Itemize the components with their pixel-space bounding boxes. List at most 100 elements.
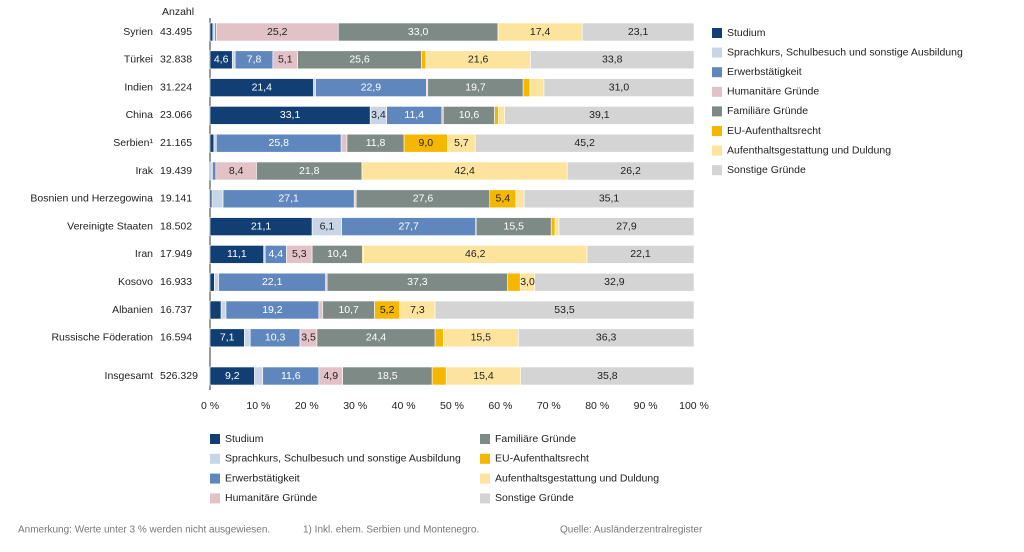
value-label: 19,2 [262, 304, 283, 316]
value-label: 10,3 [265, 332, 286, 344]
x-tick-label: 60 % [488, 400, 512, 412]
value-label: 31,0 [609, 81, 630, 93]
value-label: 25,8 [269, 137, 290, 149]
category-count: 32.838 [160, 54, 192, 66]
legend-swatch [210, 454, 220, 464]
value-label: 6,1 [320, 220, 335, 232]
value-label: 32,9 [604, 276, 625, 288]
value-label: 3,0 [520, 276, 535, 288]
value-label: 27,1 [278, 193, 299, 205]
value-label: 11,1 [227, 248, 247, 260]
value-label: 42,4 [454, 165, 475, 177]
category-label: Insgesamt [105, 370, 154, 382]
count-header: Anzahl [162, 6, 194, 18]
category-label: Albanien [112, 304, 153, 316]
value-label: 15,4 [473, 370, 494, 382]
legend-swatch [712, 106, 722, 116]
bar-segment [435, 329, 443, 347]
value-label: 25,2 [267, 26, 288, 38]
value-label: 7,8 [247, 54, 262, 66]
value-label: 17,4 [530, 26, 551, 38]
bar-segment [523, 79, 530, 97]
x-tick-label: 0 % [201, 400, 219, 412]
bar-segment [319, 301, 323, 319]
category-count: 18.502 [160, 220, 192, 232]
category-label: Serbien¹ [113, 137, 153, 149]
legend-label: Erwerbstätigkeit [727, 66, 802, 78]
value-label: 46,2 [465, 248, 486, 260]
legend-swatch [712, 87, 722, 97]
x-tick-label: 50 % [440, 400, 464, 412]
value-label: 5,4 [496, 193, 511, 205]
legend-swatch [210, 434, 220, 444]
value-label: 4,9 [323, 370, 338, 382]
category-label: Russische Föderation [51, 332, 153, 344]
value-label: 25,6 [349, 54, 370, 66]
value-label: 22,1 [630, 248, 651, 260]
bar-segment [508, 273, 521, 291]
legend-swatch [480, 454, 490, 464]
value-label: 22,9 [361, 81, 382, 93]
legend-label: Humanitäre Gründe [225, 492, 317, 504]
value-label: 21,1 [251, 220, 272, 232]
value-label: 4,6 [214, 54, 229, 66]
value-label: 5,1 [278, 54, 293, 66]
category-count: 23.066 [160, 109, 192, 121]
value-label: 5,3 [292, 248, 307, 260]
value-label: 3,5 [301, 332, 316, 344]
category-label: Syrien [123, 26, 153, 38]
legend-label: Sprachkurs, Schulbesuch und sonstige Aus… [727, 46, 963, 58]
value-label: 33,1 [280, 109, 301, 121]
value-label: 11,4 [404, 109, 424, 121]
bar-segment [432, 367, 446, 385]
x-tick-label: 100 % [679, 400, 709, 412]
legend-label: Sonstige Gründe [727, 164, 806, 176]
category-count: 19.141 [160, 193, 192, 205]
legend-swatch [480, 474, 490, 484]
bar-segment [210, 273, 214, 291]
value-label: 10,7 [338, 304, 359, 316]
bar-segment [551, 218, 555, 236]
value-label: 7,3 [410, 304, 425, 316]
category-count: 16.933 [160, 276, 192, 288]
bar-segment [212, 162, 215, 180]
value-label: 7,1 [220, 332, 235, 344]
legend-swatch [712, 28, 722, 38]
bar-segment [422, 51, 426, 69]
legend-swatch [480, 434, 490, 444]
bar-segment [495, 106, 499, 124]
category-label: Bosnien und Herzegowina [30, 193, 153, 205]
category-count: 17.949 [160, 248, 192, 260]
value-label: 33,0 [408, 26, 429, 38]
value-label: 23,1 [628, 26, 649, 38]
value-label: 39,1 [589, 109, 610, 121]
legend-swatch [712, 165, 722, 175]
legend-label: Sprachkurs, Schulbesuch und sonstige Aus… [225, 453, 461, 465]
legend-label: Humanitäre Gründe [727, 86, 819, 98]
value-label: 18,5 [377, 370, 398, 382]
category-count: 526.329 [160, 370, 198, 382]
x-tick-label: 30 % [343, 400, 367, 412]
category-label: Irak [135, 165, 153, 177]
value-label: 27,9 [616, 220, 637, 232]
x-tick-label: 40 % [392, 400, 416, 412]
value-label: 11,6 [281, 370, 301, 382]
value-label: 3,4 [371, 109, 386, 121]
legend-swatch [210, 474, 220, 484]
category-label: Türkei [124, 54, 153, 66]
value-label: 15,5 [503, 220, 524, 232]
bar-segment [255, 367, 263, 385]
value-label: 36,3 [596, 332, 617, 344]
bar-segment [210, 301, 221, 319]
category-count: 16.737 [160, 304, 192, 316]
value-label: 21,6 [468, 54, 489, 66]
legend-label: Aufenthaltsgestattung und Duldung [727, 144, 891, 156]
value-label: 11,8 [366, 137, 386, 149]
category-label: Iran [135, 248, 153, 260]
category-count: 43.495 [160, 26, 192, 38]
category-label: Kosovo [118, 276, 153, 288]
bar-segment [212, 190, 223, 208]
value-label: 15,5 [471, 332, 492, 344]
legend-label: Erwerbstätigkeit [225, 472, 300, 484]
